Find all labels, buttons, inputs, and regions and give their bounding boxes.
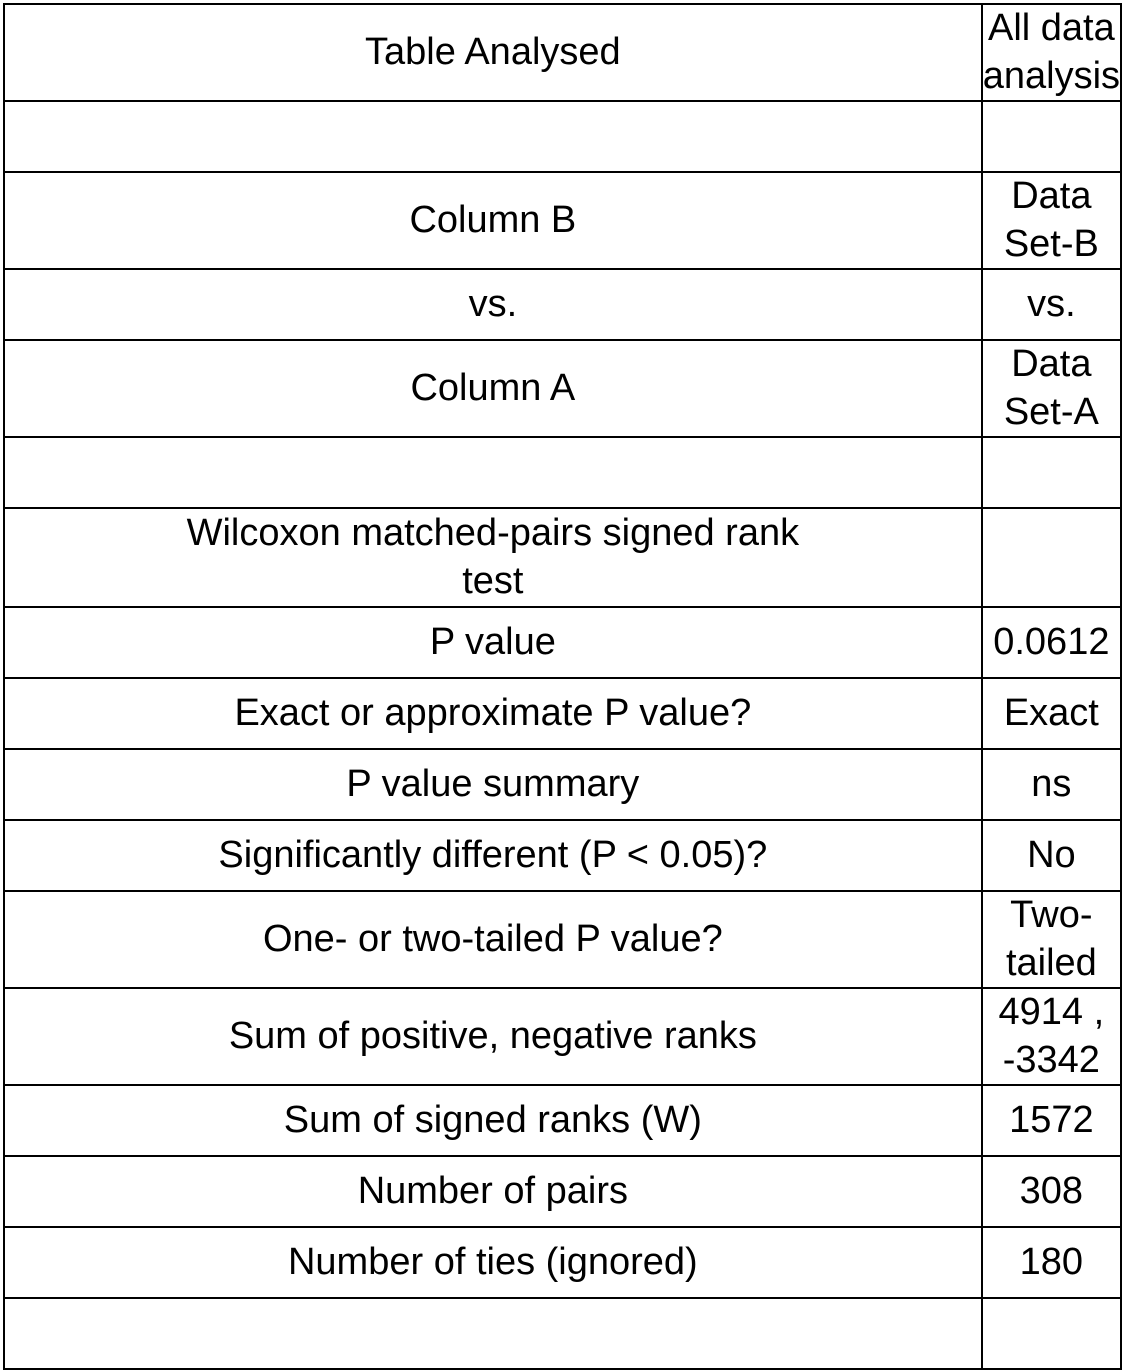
label-cell: P value <box>3 606 983 679</box>
row: Column A Data Set-A <box>3 339 1123 438</box>
label-cell: Sum of signed ranks (W) <box>3 1084 983 1157</box>
label-cell: P value summary <box>3 748 983 821</box>
label-cell: Number of ties (ignored) <box>3 1226 983 1299</box>
row: Number of ties (ignored) 180 <box>3 1226 1123 1299</box>
empty-cell <box>3 1297 983 1370</box>
empty-row <box>3 436 1123 509</box>
value-cell: 0.0612 <box>980 606 1123 679</box>
empty-cell <box>980 436 1123 509</box>
label-cell: One- or two-tailed P value? <box>3 890 983 989</box>
row: Wilcoxon matched-pairs signed rank test <box>3 507 1123 608</box>
label-cell: vs. <box>3 268 983 341</box>
page: Table Analysed All data analysis Column … <box>3 3 1123 1370</box>
value-cell: No <box>980 819 1123 892</box>
header-cell: All data analysis <box>980 3 1123 102</box>
results-table: Table Analysed All data analysis Column … <box>3 3 1123 1370</box>
header-cell: Table Analysed <box>3 3 983 102</box>
row: P value summary ns <box>3 748 1123 821</box>
value-cell: ns <box>980 748 1123 821</box>
value-cell: 1572 <box>980 1084 1123 1157</box>
label-cell: Exact or approximate P value? <box>3 677 983 750</box>
label-cell: Sum of positive, negative ranks <box>3 987 983 1086</box>
row: Sum of signed ranks (W) 1572 <box>3 1084 1123 1157</box>
row: Column B Data Set-B <box>3 171 1123 270</box>
empty-cell <box>3 100 983 173</box>
value-cell: 4914 , -3342 <box>980 987 1123 1086</box>
value-cell: Exact <box>980 677 1123 750</box>
row: Number of pairs 308 <box>3 1155 1123 1228</box>
row: vs. vs. <box>3 268 1123 341</box>
value-cell: Data Set-A <box>980 339 1123 438</box>
empty-cell <box>3 436 983 509</box>
empty-cell <box>980 1297 1123 1370</box>
value-cell: Two-tailed <box>980 890 1123 989</box>
row: P value 0.0612 <box>3 606 1123 679</box>
header-row: Table Analysed All data analysis <box>3 3 1123 102</box>
label-cell: Column B <box>3 171 983 270</box>
label-cell: Significantly different (P < 0.05)? <box>3 819 983 892</box>
row: One- or two-tailed P value? Two-tailed <box>3 890 1123 989</box>
empty-cell <box>980 100 1123 173</box>
label-cell: Number of pairs <box>3 1155 983 1228</box>
label-cell: Wilcoxon matched-pairs signed rank test <box>3 507 983 608</box>
value-cell: vs. <box>980 268 1123 341</box>
label-cell: Column A <box>3 339 983 438</box>
value-cell: Data Set-B <box>980 171 1123 270</box>
empty-cell <box>980 507 1123 608</box>
empty-row <box>3 1297 1123 1370</box>
row: Significantly different (P < 0.05)? No <box>3 819 1123 892</box>
empty-row <box>3 100 1123 173</box>
row: Sum of positive, negative ranks 4914 , -3… <box>3 987 1123 1086</box>
value-cell: 308 <box>980 1155 1123 1228</box>
row: Exact or approximate P value? Exact <box>3 677 1123 750</box>
value-cell: 180 <box>980 1226 1123 1299</box>
